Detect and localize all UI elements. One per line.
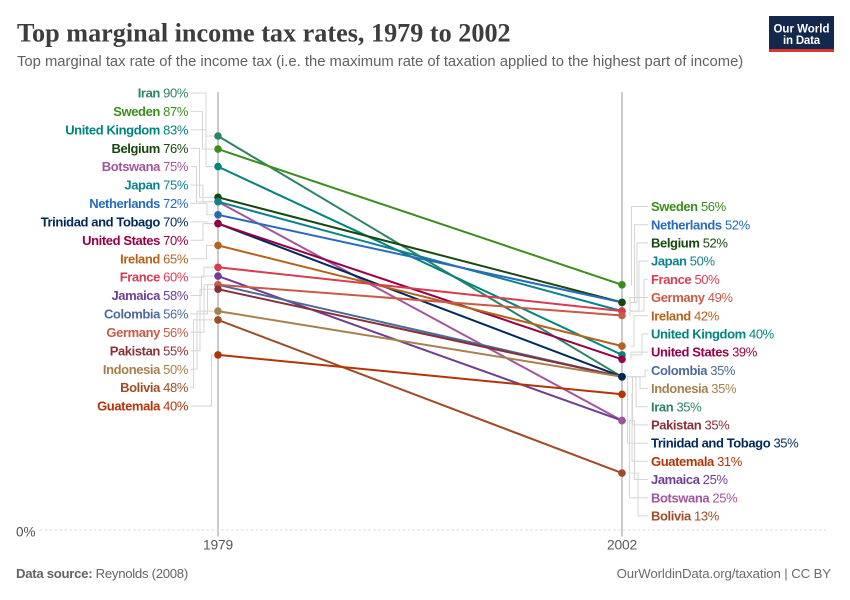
svg-text:Iran 35%: Iran 35% [651,399,702,414]
svg-text:Guatemala 31%: Guatemala 31% [651,454,743,469]
svg-text:Colombia 35%: Colombia 35% [651,363,736,378]
svg-text:Pakistan 55%: Pakistan 55% [110,343,189,358]
svg-text:Jamaica 58%: Jamaica 58% [111,288,188,303]
svg-text:Colombia 56%: Colombia 56% [104,307,189,322]
svg-text:1979: 1979 [203,537,233,552]
svg-text:Ireland 65%: Ireland 65% [120,251,189,266]
svg-text:Belgium 76%: Belgium 76% [111,141,188,156]
svg-text:Top marginal income tax rates,: Top marginal income tax rates, 1979 to 2… [17,19,511,48]
svg-text:Belgium 52%: Belgium 52% [651,236,728,251]
svg-text:OurWorldinData.org/taxation |: OurWorldinData.org/taxation | CC BY [617,566,832,581]
svg-text:Trinidad and Tobago 35%: Trinidad and Tobago 35% [651,436,799,451]
svg-text:Iran 90%: Iran 90% [138,86,189,101]
svg-text:Bolivia 48%: Bolivia 48% [120,380,189,395]
svg-text:0%: 0% [16,525,36,540]
svg-text:Germany 49%: Germany 49% [651,290,733,305]
svg-text:Indonesia 35%: Indonesia 35% [651,381,737,396]
svg-text:Ireland 42%: Ireland 42% [651,308,720,323]
svg-text:Our World: Our World [773,24,829,36]
svg-text:Jamaica 25%: Jamaica 25% [651,472,728,487]
svg-text:Botswana 25%: Botswana 25% [651,490,738,505]
svg-text:Sweden 87%: Sweden 87% [113,104,189,119]
svg-text:Indonesia 50%: Indonesia 50% [103,362,189,377]
svg-text:Netherlands 72%: Netherlands 72% [89,196,189,211]
svg-text:2002: 2002 [607,537,637,552]
svg-text:United States 70%: United States 70% [82,233,189,248]
svg-text:Japan 50%: Japan 50% [651,254,715,269]
svg-text:Trinidad and Tobago 70%: Trinidad and Tobago 70% [41,215,189,230]
svg-text:Japan 75%: Japan 75% [124,178,188,193]
svg-text:Pakistan 35%: Pakistan 35% [651,418,730,433]
svg-text:Sweden 56%: Sweden 56% [651,199,727,214]
svg-text:Germany 56%: Germany 56% [106,325,188,340]
svg-text:France 50%: France 50% [651,272,720,287]
svg-text:Bolivia 13%: Bolivia 13% [651,509,720,524]
svg-text:United States 39%: United States 39% [651,345,758,360]
svg-text:France 60%: France 60% [120,270,189,285]
svg-text:Netherlands 52%: Netherlands 52% [651,217,751,232]
svg-text:Botswana 75%: Botswana 75% [102,159,189,174]
svg-text:Top marginal tax rate of the i: Top marginal tax rate of the income tax … [17,54,743,70]
svg-text:Data source: Reynolds (2008): Data source: Reynolds (2008) [16,566,188,581]
svg-text:United Kingdom 40%: United Kingdom 40% [651,327,775,342]
svg-text:in Data: in Data [783,35,821,47]
svg-text:United Kingdom 83%: United Kingdom 83% [65,122,189,137]
svg-text:Guatemala 40%: Guatemala 40% [97,399,189,414]
